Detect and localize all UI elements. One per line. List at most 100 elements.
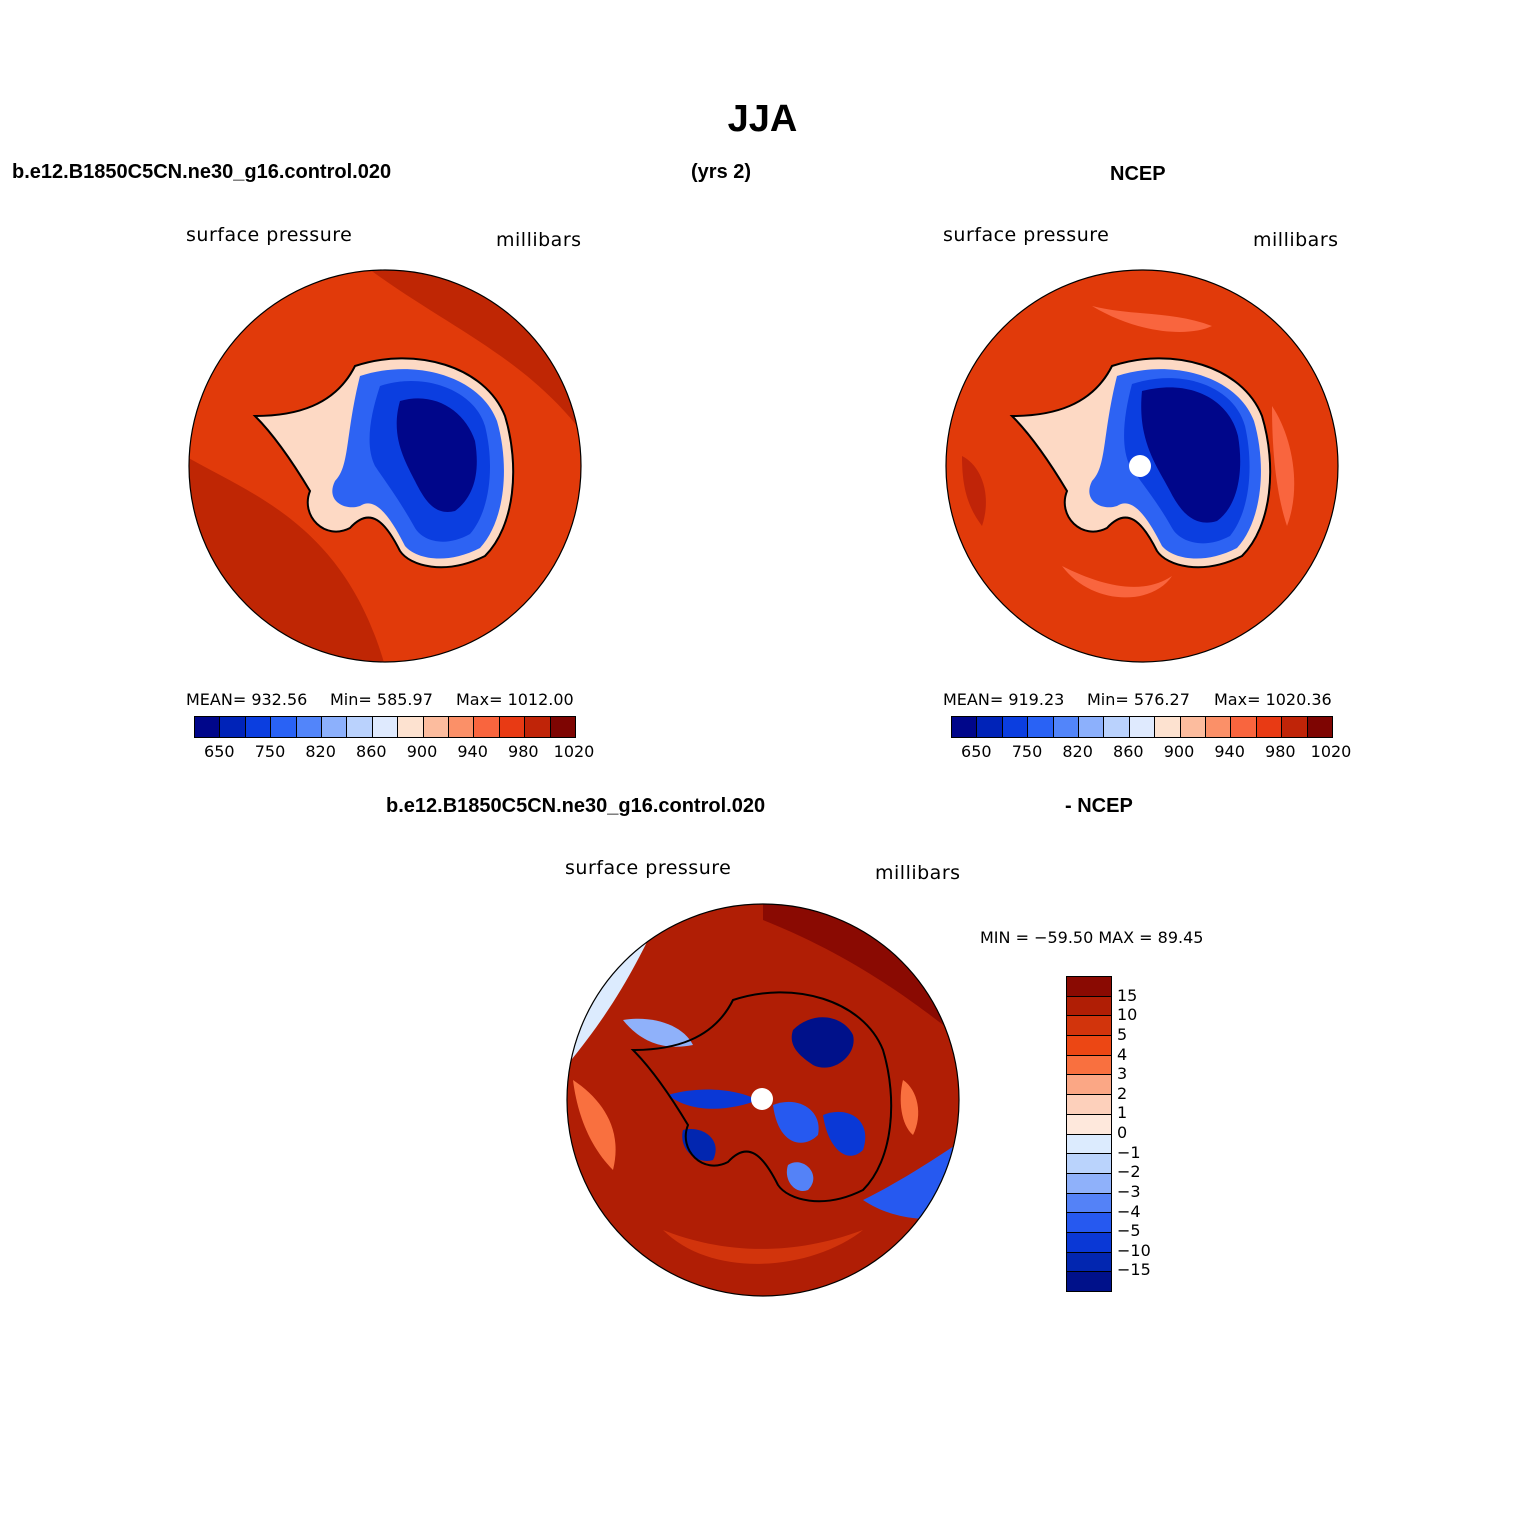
colorbar-swatch — [1206, 717, 1232, 737]
colorbar-swatch — [1079, 717, 1105, 737]
colorbar-tick-label: 940 — [1214, 742, 1245, 761]
colorbar-swatch — [1307, 717, 1333, 737]
colorbar-tick-label: 980 — [1265, 742, 1296, 761]
colorbar-swatch — [550, 717, 576, 737]
colorbar-swatch — [1104, 717, 1130, 737]
diff-case-title: b.e12.B1850C5CN.ne30_g16.control.020 — [386, 795, 766, 817]
colorbar-tick-label: 1 — [1117, 1103, 1128, 1123]
colorbar-swatch — [952, 717, 978, 737]
obs-variable-label: surface pressure — [943, 224, 1110, 246]
colorbar-tick-label: 820 — [1062, 742, 1093, 761]
model-max-stat: Max= 1012.00 — [456, 690, 574, 709]
colorbar-swatch — [1067, 1213, 1111, 1233]
colorbar-swatch — [195, 717, 221, 737]
model-mean-stat: MEAN= 932.56 — [186, 690, 308, 709]
colorbar-swatch — [322, 717, 348, 737]
colorbar-tick-label: 900 — [406, 742, 438, 761]
colorbar-swatch — [1002, 717, 1029, 737]
colorbar-swatch — [220, 717, 246, 737]
years-label: (yrs 2) — [691, 161, 752, 183]
antarctica-interior — [1141, 387, 1241, 523]
colorbar-swatch — [1067, 1036, 1111, 1056]
difference-colorbar — [1066, 976, 1112, 1292]
colorbar-tick-label: 4 — [1117, 1044, 1128, 1064]
colorbar-tick-label: 940 — [457, 742, 488, 761]
colorbar-tick-label: −10 — [1117, 1240, 1151, 1260]
colorbar-tick-label: −1 — [1117, 1142, 1141, 1162]
difference-polar-map — [566, 903, 960, 1297]
colorbar-swatch — [1067, 1154, 1111, 1174]
diff-minmax-stat: MIN = −59.50 MAX = 89.45 — [980, 928, 1204, 947]
colorbar-tick-label: 0 — [1117, 1123, 1128, 1142]
colorbar-tick-label: 860 — [356, 742, 387, 761]
colorbar-swatch — [1282, 717, 1308, 737]
colorbar-swatch — [1129, 717, 1156, 737]
colorbar-tick-label: 15 — [1117, 985, 1138, 1005]
diff-units-label: millibars — [875, 862, 961, 884]
colorbar-swatch — [1067, 1272, 1111, 1291]
model-units-label: millibars — [496, 229, 582, 251]
colorbar-tick-label: −3 — [1117, 1181, 1141, 1201]
colorbar-swatch — [977, 717, 1003, 737]
pole-missing-data — [1129, 455, 1151, 477]
colorbar-tick-label: 5 — [1117, 1024, 1128, 1044]
colorbar-swatch — [347, 717, 373, 737]
colorbar-swatch — [1067, 996, 1111, 1017]
colorbar-swatch — [1067, 1252, 1111, 1273]
diff-obs-title: - NCEP — [1065, 795, 1133, 817]
colorbar-swatch — [245, 717, 272, 737]
colorbar-tick-label: −15 — [1117, 1260, 1151, 1280]
colorbar-tick-label: 10 — [1117, 1005, 1138, 1025]
colorbar-tick-label: −2 — [1117, 1162, 1141, 1182]
colorbar-swatch — [1067, 1016, 1111, 1037]
model-min-stat: Min= 585.97 — [330, 690, 433, 709]
colorbar-tick-label: 750 — [1011, 742, 1043, 761]
colorbar-swatch — [1155, 717, 1181, 737]
coastline — [630, 991, 893, 1203]
colorbar-swatch — [1067, 977, 1111, 997]
colorbar-swatch — [1231, 717, 1257, 737]
colorbar-swatch — [474, 717, 500, 737]
colorbar-swatch — [1067, 1193, 1111, 1214]
figure-title: JJA — [727, 98, 798, 140]
model-case-title: b.e12.B1850C5CN.ne30_g16.control.020 — [12, 161, 392, 183]
colorbar-swatch — [1067, 1134, 1111, 1155]
colorbar-swatch — [1180, 717, 1207, 737]
obs-colorbar — [951, 716, 1333, 738]
colorbar-swatch — [1067, 1114, 1111, 1135]
colorbar-swatch — [1067, 1075, 1111, 1096]
colorbar-tick-label: 860 — [1113, 742, 1144, 761]
colorbar-tick-label: 1020 — [553, 742, 595, 761]
colorbar-tick-label: 980 — [508, 742, 539, 761]
colorbar-swatch — [1067, 1095, 1111, 1115]
colorbar-tick-label: 650 — [961, 742, 992, 761]
colorbar-swatch — [499, 717, 526, 737]
colorbar-swatch — [1028, 717, 1054, 737]
obs-min-stat: Min= 576.27 — [1087, 690, 1190, 709]
antarctica-interior — [396, 398, 477, 512]
colorbar-tick-label: 750 — [254, 742, 286, 761]
colorbar-swatch — [1067, 1173, 1111, 1194]
obs-mean-stat: MEAN= 919.23 — [943, 690, 1065, 709]
model-colorbar — [194, 716, 576, 738]
model-variable-label: surface pressure — [186, 224, 353, 246]
colorbar-swatch — [423, 717, 450, 737]
obs-polar-map — [945, 269, 1339, 663]
colorbar-swatch — [1053, 717, 1080, 737]
colorbar-tick-label: 900 — [1163, 742, 1195, 761]
colorbar-tick-label: 3 — [1117, 1064, 1128, 1084]
colorbar-swatch — [372, 717, 399, 737]
obs-units-label: millibars — [1253, 229, 1339, 251]
colorbar-swatch — [296, 717, 323, 737]
pole-missing-data — [751, 1088, 773, 1110]
colorbar-tick-label: −5 — [1117, 1221, 1141, 1241]
colorbar-swatch — [1067, 1055, 1111, 1076]
colorbar-tick-label: 650 — [204, 742, 235, 761]
colorbar-swatch — [1256, 717, 1283, 737]
colorbar-swatch — [1067, 1232, 1111, 1253]
coastline — [252, 357, 515, 569]
colorbar-swatch — [449, 717, 475, 737]
colorbar-tick-label: 820 — [305, 742, 336, 761]
model-polar-map — [188, 269, 582, 663]
colorbar-swatch — [398, 717, 424, 737]
